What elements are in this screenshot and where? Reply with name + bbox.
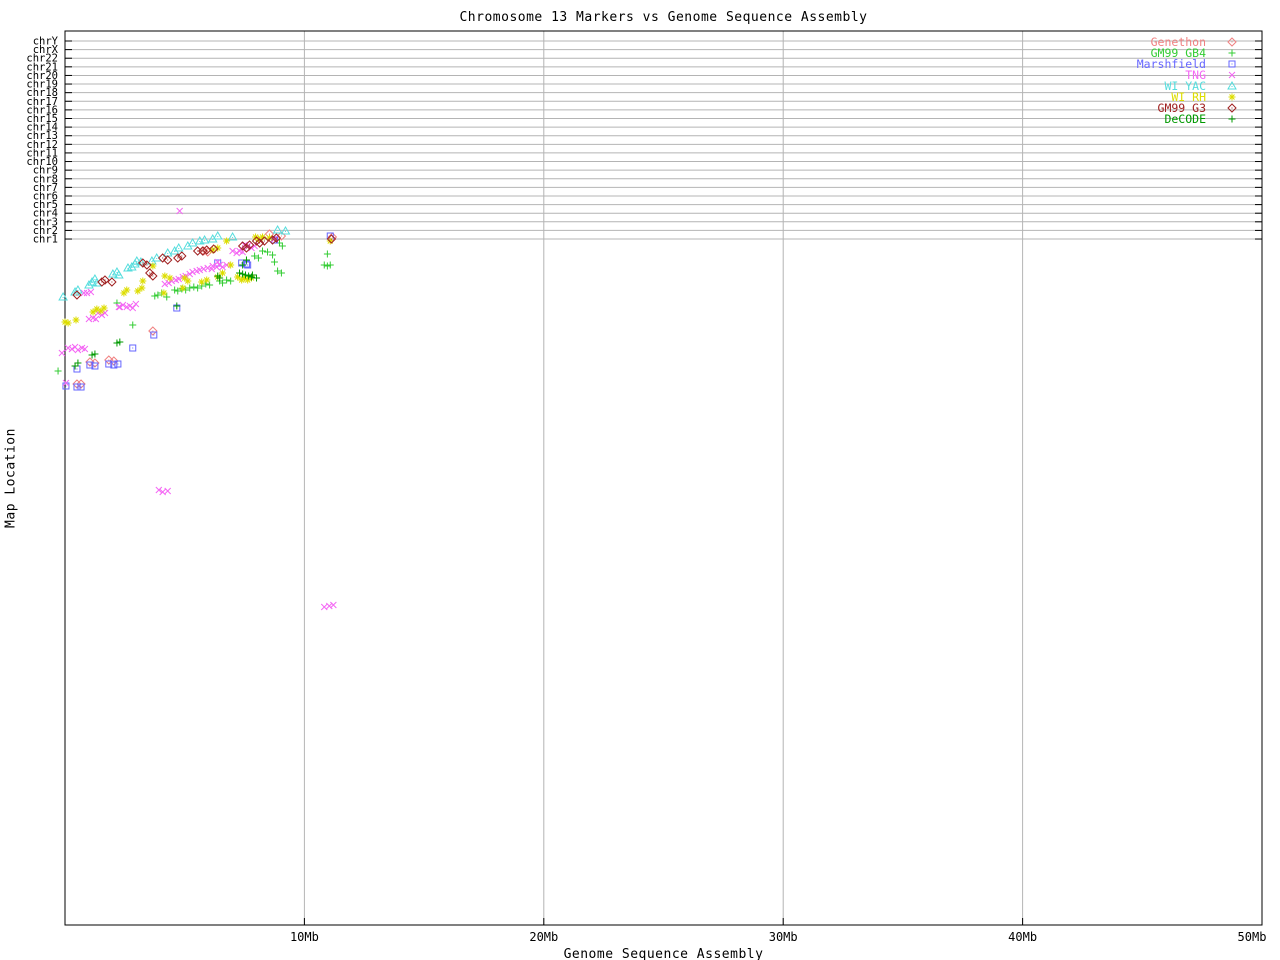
legend-marker-wi_rh bbox=[1228, 93, 1236, 101]
y-tick-label: chr14 bbox=[26, 122, 58, 134]
y-tick-label: chr11 bbox=[26, 147, 58, 159]
legend-label-marshfield: Marshfield bbox=[1137, 57, 1206, 71]
legend-label-gm99_gb4: GM99 GB4 bbox=[1151, 46, 1206, 60]
y-tick-label: chrX bbox=[33, 44, 59, 56]
x-tick-label: 30Mb bbox=[769, 930, 798, 944]
y-tick-label: chr20 bbox=[26, 70, 58, 82]
legend-marker-wi_yac bbox=[1227, 80, 1237, 90]
y-tick-label: chr13 bbox=[26, 130, 58, 142]
y-tick-label: chr15 bbox=[26, 113, 58, 125]
y-tick-label: chr18 bbox=[26, 87, 58, 99]
legend-marker-marshfield bbox=[1228, 60, 1236, 68]
x-tick-label: 10Mb bbox=[290, 930, 319, 944]
legend-label-wi_yac: WI YAC bbox=[1164, 79, 1206, 93]
x-tick-label: 50Mb bbox=[1238, 930, 1267, 944]
y-tick-label: chr10 bbox=[26, 156, 58, 168]
chart-title: Chromosome 13 Markers vs Genome Sequence… bbox=[459, 10, 868, 25]
plot-border bbox=[64, 30, 1263, 926]
y-tick-label: chr6 bbox=[33, 190, 58, 202]
series-gm99_g3 bbox=[72, 233, 337, 300]
y-tick-label: chr19 bbox=[26, 79, 58, 91]
series-wi_rh bbox=[61, 233, 334, 327]
legend-marker-tng bbox=[1228, 71, 1236, 79]
legend-label-genethon: Genethon bbox=[1151, 35, 1206, 49]
y-tick-label: chr3 bbox=[33, 216, 58, 228]
x-tick-label: 40Mb bbox=[1008, 930, 1037, 944]
series-wi_yac bbox=[58, 224, 291, 301]
legend-marker-genethon bbox=[1227, 37, 1237, 47]
series-decode bbox=[71, 256, 261, 370]
legend-marker-gm99_gb4 bbox=[1228, 49, 1236, 57]
y-tick-label: chr9 bbox=[33, 165, 58, 177]
x-axis-label: Genome Sequence Assembly bbox=[563, 947, 764, 960]
y-tick-label: chr1 bbox=[33, 234, 58, 246]
y-tick-label: chr12 bbox=[26, 139, 58, 151]
legend-label-wi_rh: WI RH bbox=[1171, 90, 1206, 104]
x-tick-label: 20Mb bbox=[529, 930, 558, 944]
y-tick-label: chr17 bbox=[26, 96, 58, 108]
y-tick-label: chr22 bbox=[26, 53, 58, 65]
y-tick-label: chrY bbox=[33, 36, 59, 48]
y-tick-label: chr7 bbox=[33, 182, 58, 194]
y-tick-label: chr2 bbox=[33, 225, 58, 237]
y-tick-label: chr21 bbox=[26, 61, 58, 73]
y-tick-label: chr4 bbox=[33, 208, 58, 220]
y-tick-label: chr8 bbox=[33, 173, 58, 185]
legend-label-decode: DeCODE bbox=[1164, 112, 1206, 126]
series-genethon bbox=[72, 229, 338, 389]
y-tick-label: chr5 bbox=[33, 199, 58, 211]
series-tng bbox=[58, 207, 337, 611]
legend-marker-gm99_g3 bbox=[1227, 103, 1237, 113]
legend-label-gm99_g3: GM99 G3 bbox=[1158, 101, 1207, 115]
legend-label-tng: TNG bbox=[1185, 68, 1206, 82]
legend-marker-decode bbox=[1228, 115, 1236, 123]
y-tick-label: chr16 bbox=[26, 104, 58, 116]
